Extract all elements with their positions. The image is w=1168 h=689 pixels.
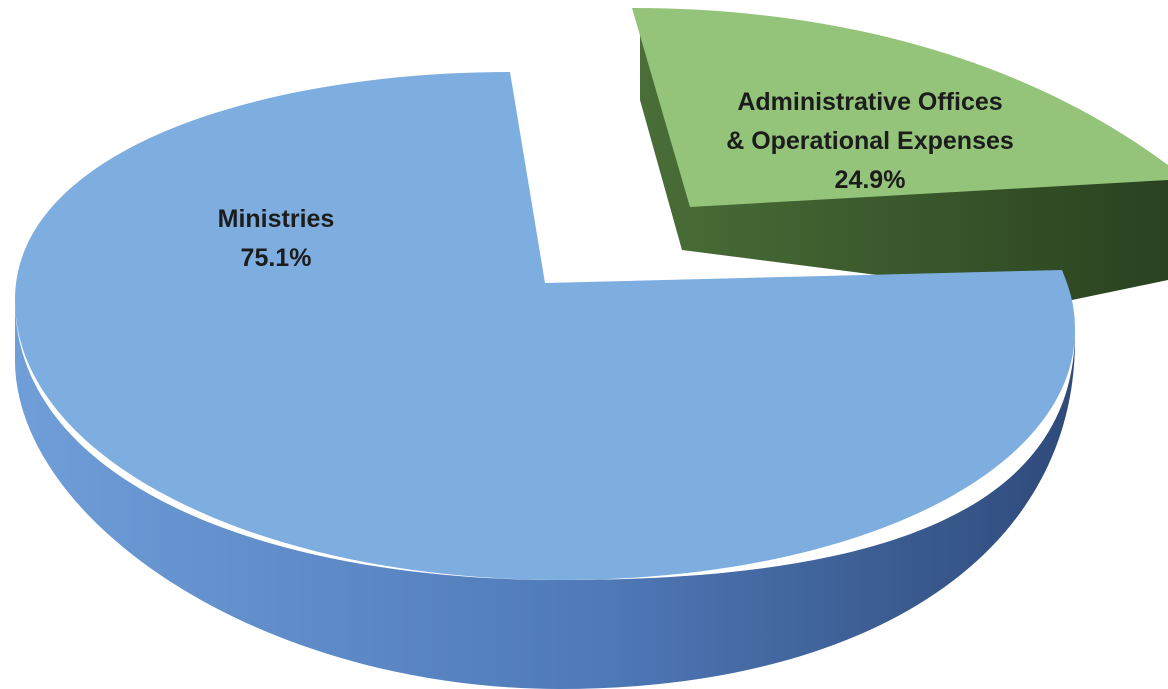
slice-administrative-side [640, 12, 1168, 300]
slice-ministries-top [15, 72, 1075, 580]
slice-ministries-side [15, 300, 1075, 689]
label-administrative-value: 24.9% [835, 166, 906, 194]
slice-ministries [15, 72, 1075, 689]
slice-administrative-top [632, 8, 1168, 207]
label-ministries-name: Ministries [218, 205, 335, 233]
label-ministries-value: 75.1% [241, 244, 312, 272]
slice-administrative [632, 8, 1168, 300]
label-administrative-name-line1: Administrative Offices [737, 88, 1002, 116]
label-administrative-name-line2: & Operational Expenses [726, 127, 1014, 155]
